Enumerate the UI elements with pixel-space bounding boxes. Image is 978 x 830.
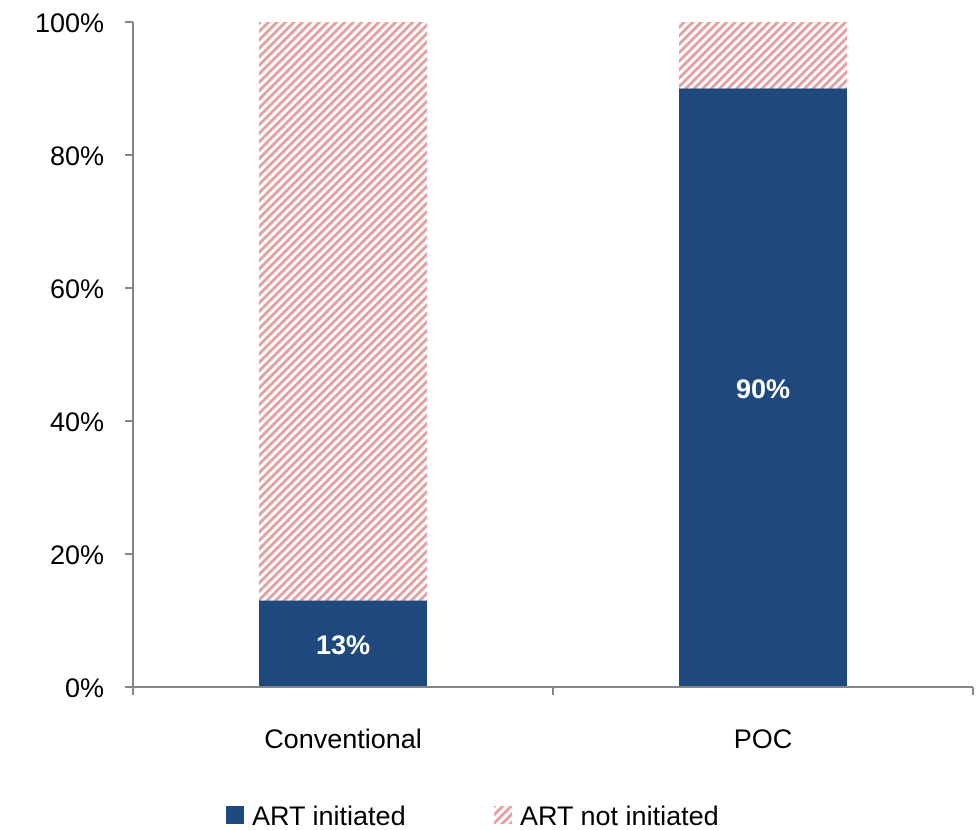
x-tick-label-poc: POC [734,724,793,754]
y-tick-label: 60% [50,274,104,304]
y-tick-label: 0% [65,673,104,703]
legend-label-art-not-initiated: ART not initiated [520,801,719,830]
bar-art-not-initiated-poc [679,22,847,89]
bar-art-not-initiated-conventional [259,22,427,601]
legend-swatch-art-not-initiated [494,806,512,824]
y-tick-label: 80% [50,141,104,171]
data-label-poc: 90% [736,374,790,404]
data-label-conventional: 13% [316,630,370,660]
bar-art-initiated-poc [679,88,847,687]
x-tick-label-conventional: Conventional [264,724,422,754]
y-tick-label: 40% [50,407,104,437]
bar-art-initiated-conventional [259,600,427,687]
legend-swatch-art-initiated [226,806,244,824]
y-tick-label: 20% [50,540,104,570]
legend-label-art-initiated: ART initiated [252,801,406,830]
y-tick-label: 100% [35,8,104,38]
